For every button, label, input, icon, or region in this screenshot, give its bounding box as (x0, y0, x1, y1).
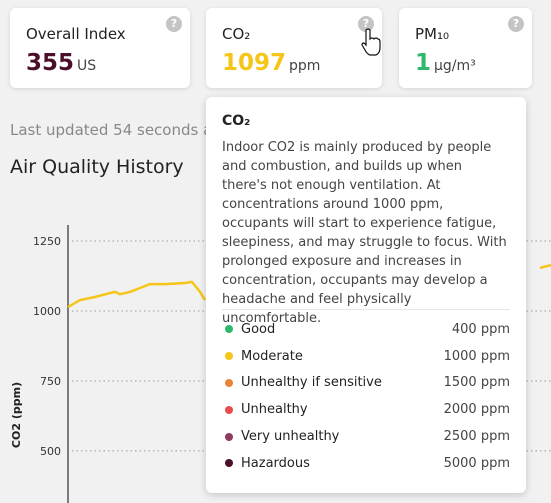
card-title: PM₁₀ (415, 25, 450, 43)
card-unit: ppm (289, 58, 321, 74)
level-dot (225, 352, 233, 361)
level-row: Good 400 ppm (222, 316, 510, 343)
level-value: 2000 ppm (443, 402, 510, 418)
card-title: CO₂ (222, 25, 251, 43)
help-icon: ? (166, 16, 182, 32)
level-label: Unhealthy if sensitive (241, 375, 382, 391)
y-tick-label: 750 (40, 375, 61, 388)
divider (222, 309, 510, 310)
level-dot (225, 405, 233, 414)
tooltip: CO₂ Indoor CO2 is mainly produced by peo… (206, 97, 526, 493)
metric-card: ? PM₁₀ 1 µg/m³ (399, 8, 532, 88)
level-label: Very unhealthy (241, 429, 340, 445)
level-row: Unhealthy 2000 ppm (222, 396, 510, 423)
y-tick-label: 1250 (33, 235, 61, 248)
co2-line (67, 263, 551, 309)
card-value: 1 (415, 50, 432, 76)
card-value-row: 1 µg/m³ (415, 50, 532, 76)
level-value: 1500 ppm (443, 375, 510, 391)
level-dot (225, 432, 233, 441)
card-title: Overall Index (26, 25, 126, 43)
levels-list: Good 400 ppm Moderate 1000 ppm Unhealthy if … (222, 316, 510, 477)
card-unit: US (77, 58, 97, 74)
y-axis-label: CO2 (ppm) (10, 382, 23, 448)
y-tick-label: 1000 (33, 305, 61, 318)
card-value-row: 1097 ppm (222, 50, 382, 76)
level-row: Very unhealthy 2500 ppm (222, 423, 510, 450)
card-value: 355 (26, 50, 75, 76)
card-value-row: 355 US (26, 50, 190, 76)
card-unit: µg/m³ (434, 58, 476, 74)
level-value: 400 ppm (451, 321, 510, 337)
help-icon: ? (358, 16, 374, 32)
card-value: 1097 (222, 50, 287, 76)
level-row: Hazardous 5000 ppm (222, 450, 510, 477)
level-row: Moderate 1000 ppm (222, 343, 510, 370)
y-tick-label: 500 (40, 445, 61, 458)
level-value: 1000 ppm (443, 348, 510, 364)
tooltip-description: Indoor CO2 is mainly produced by people … (222, 140, 507, 326)
level-dot (225, 325, 233, 334)
level-label: Unhealthy (241, 402, 308, 418)
help-icon: ? (508, 16, 524, 32)
cursor-hand (361, 28, 381, 56)
level-label: Hazardous (241, 455, 310, 471)
metric-card: ? Overall Index 355 US (10, 8, 190, 88)
level-label: Good (241, 321, 276, 337)
history-title: Air Quality History (10, 156, 184, 178)
level-dot (225, 378, 233, 387)
level-dot (225, 459, 233, 468)
level-value: 2500 ppm (443, 429, 510, 445)
level-row: Unhealthy if sensitive 1500 ppm (222, 370, 510, 397)
level-label: Moderate (241, 348, 303, 364)
metric-card: ? CO₂ 1097 ppm (206, 8, 382, 88)
level-value: 5000 ppm (443, 455, 510, 471)
tooltip-title: CO₂ (222, 113, 251, 129)
last-updated: Last updated 54 seconds ago (10, 121, 231, 139)
